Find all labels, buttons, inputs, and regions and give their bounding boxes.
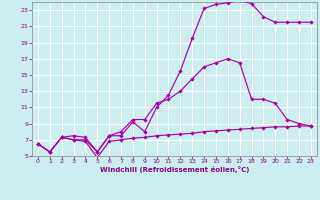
X-axis label: Windchill (Refroidissement éolien,°C): Windchill (Refroidissement éolien,°C) — [100, 166, 249, 173]
